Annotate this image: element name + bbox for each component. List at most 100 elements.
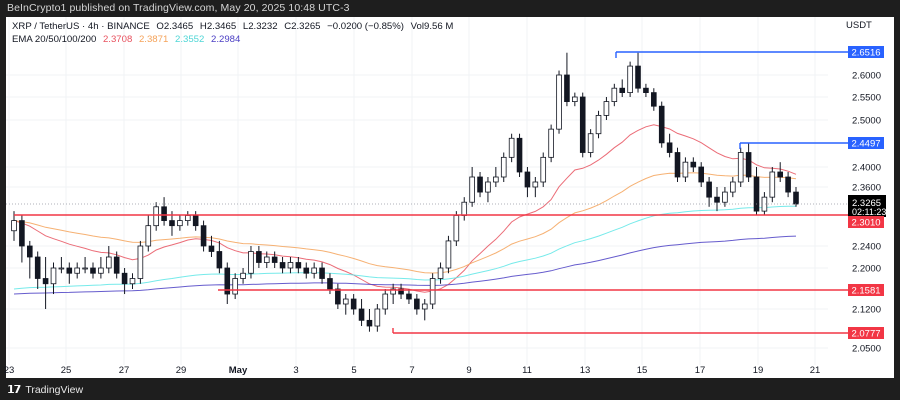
candle[interactable]: [350, 298, 357, 310]
candle[interactable]: [66, 267, 73, 274]
candle[interactable]: [90, 267, 96, 274]
candle[interactable]: [366, 319, 373, 327]
candle[interactable]: [564, 74, 570, 103]
candle[interactable]: [358, 308, 365, 321]
candle[interactable]: [26, 245, 33, 258]
candle[interactable]: [658, 105, 665, 144]
candle[interactable]: [382, 293, 389, 310]
candle[interactable]: [263, 256, 270, 263]
candle[interactable]: [216, 251, 223, 269]
candle[interactable]: [295, 262, 302, 269]
candle[interactable]: [287, 262, 294, 269]
candle[interactable]: [137, 245, 144, 279]
candle[interactable]: [42, 278, 49, 285]
footer-brand[interactable]: 𝟭𝟳 TradingView: [7, 383, 83, 397]
candle[interactable]: [572, 96, 578, 102]
candle[interactable]: [161, 206, 167, 221]
candle[interactable]: [469, 176, 475, 203]
candle[interactable]: [769, 171, 776, 198]
candle[interactable]: [208, 245, 215, 252]
candle[interactable]: [240, 272, 246, 279]
candle[interactable]: [706, 181, 712, 198]
candle[interactable]: [793, 191, 799, 205]
candle[interactable]: [540, 156, 547, 183]
candle[interactable]: [414, 298, 420, 310]
candle[interactable]: [153, 206, 159, 227]
candle[interactable]: [271, 256, 278, 263]
ema-label[interactable]: EMA 20/50/100/200: [12, 34, 97, 45]
candle[interactable]: [390, 288, 396, 295]
candle[interactable]: [113, 256, 120, 274]
candle[interactable]: [587, 133, 594, 153]
candle[interactable]: [714, 196, 720, 203]
candle[interactable]: [690, 161, 697, 168]
symbol-label[interactable]: XRP / TetherUS · 4h · BINANCE: [12, 21, 150, 32]
candle[interactable]: [342, 298, 349, 305]
candle[interactable]: [627, 65, 633, 94]
candle[interactable]: [406, 293, 412, 300]
candle[interactable]: [145, 225, 152, 247]
candle[interactable]: [82, 267, 88, 270]
candle[interactable]: [398, 288, 404, 295]
candle[interactable]: [303, 267, 310, 274]
candle[interactable]: [730, 181, 736, 193]
candle[interactable]: [682, 161, 689, 178]
candle[interactable]: [485, 181, 491, 193]
candle[interactable]: [611, 87, 618, 102]
candle[interactable]: [698, 166, 705, 183]
candle[interactable]: [319, 267, 325, 279]
candle[interactable]: [98, 267, 104, 274]
candle[interactable]: [184, 215, 191, 221]
candle[interactable]: [548, 128, 554, 158]
candle[interactable]: [374, 308, 381, 327]
candle[interactable]: [311, 267, 317, 274]
candle[interactable]: [643, 87, 649, 93]
candle[interactable]: [674, 152, 681, 178]
candle[interactable]: [279, 262, 286, 269]
candle[interactable]: [169, 220, 175, 227]
candle[interactable]: [327, 278, 333, 290]
candle[interactable]: [603, 101, 610, 116]
candle[interactable]: [453, 215, 460, 242]
chart-panel[interactable]: [6, 17, 894, 378]
candle[interactable]: [508, 137, 515, 158]
candle[interactable]: [745, 152, 752, 178]
candle[interactable]: [500, 156, 507, 178]
candle[interactable]: [192, 215, 199, 227]
candle[interactable]: [177, 220, 183, 227]
candle[interactable]: [437, 267, 444, 279]
candle[interactable]: [516, 137, 523, 173]
candle[interactable]: [579, 96, 586, 153]
candle[interactable]: [651, 92, 657, 107]
candle[interactable]: [200, 225, 207, 247]
candle[interactable]: [477, 176, 483, 193]
candle[interactable]: [785, 176, 791, 193]
candle[interactable]: [753, 176, 760, 212]
candle[interactable]: [335, 288, 341, 305]
candle[interactable]: [74, 267, 80, 274]
candle[interactable]: [34, 256, 41, 279]
candle[interactable]: [429, 278, 436, 305]
candle[interactable]: [666, 142, 673, 153]
candle[interactable]: [11, 220, 17, 232]
candle[interactable]: [58, 267, 65, 270]
candle[interactable]: [619, 87, 626, 93]
candle[interactable]: [232, 278, 238, 295]
candle[interactable]: [421, 303, 428, 310]
candle[interactable]: [50, 267, 57, 285]
candle[interactable]: [248, 251, 254, 274]
candle[interactable]: [532, 181, 539, 188]
candle[interactable]: [556, 74, 562, 130]
candle[interactable]: [493, 176, 499, 183]
candle[interactable]: [722, 191, 728, 203]
candle[interactable]: [635, 65, 641, 89]
candle[interactable]: [121, 272, 128, 285]
candle[interactable]: [224, 267, 231, 295]
candle[interactable]: [256, 251, 262, 263]
candle[interactable]: [777, 171, 784, 178]
candle[interactable]: [105, 256, 112, 269]
currency-label[interactable]: USDT: [846, 20, 872, 31]
candle[interactable]: [129, 278, 136, 285]
candle[interactable]: [19, 220, 25, 247]
